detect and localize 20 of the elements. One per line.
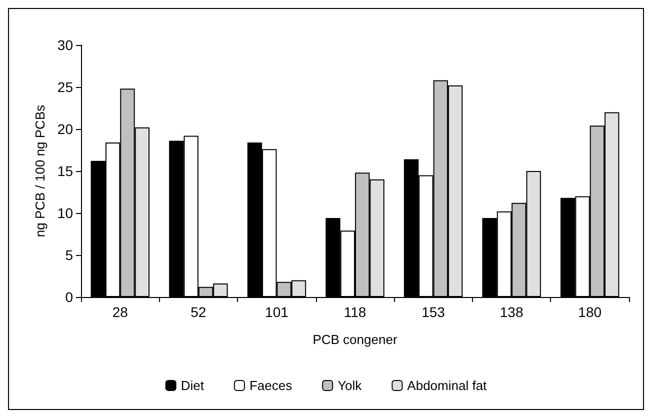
y-tick-label: 5 bbox=[65, 247, 74, 263]
x-tick-label: 28 bbox=[112, 304, 128, 320]
y-tick-label: 25 bbox=[57, 79, 74, 95]
legend-label: Diet bbox=[180, 378, 204, 393]
x-tick-label: 153 bbox=[422, 304, 446, 320]
x-tick-label: 101 bbox=[265, 304, 289, 320]
x-tick-label: 118 bbox=[344, 304, 366, 320]
legend-label: Yolk bbox=[338, 378, 362, 393]
y-tick-label: 0 bbox=[65, 289, 74, 305]
x-tick-label: 52 bbox=[190, 304, 206, 320]
x-tick-label: 180 bbox=[578, 304, 602, 320]
x-tick-label: 138 bbox=[500, 304, 524, 320]
legend-label: Faeces bbox=[249, 378, 293, 393]
x-axis-title: PCB congener bbox=[312, 332, 398, 347]
y-axis-title: ng PCB / 100 ng PCBs bbox=[32, 104, 48, 238]
y-tick-label: 15 bbox=[57, 163, 74, 179]
y-tick-label: 30 bbox=[57, 37, 74, 53]
y-tick-label: 20 bbox=[57, 121, 74, 137]
y-tick-label: 10 bbox=[57, 205, 74, 221]
legend-label: Abdominal fat bbox=[407, 378, 488, 393]
